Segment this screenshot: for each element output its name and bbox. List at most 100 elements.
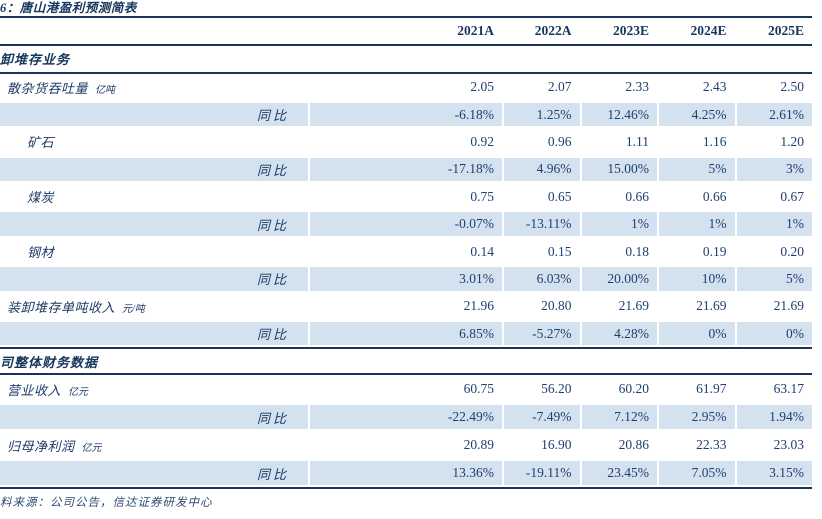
table-header-row: 2021A 2022A 2023E 2024E 2025E	[0, 18, 812, 46]
row-label-text: 煤炭	[27, 190, 55, 206]
value-cell: 20.00%	[579, 265, 657, 293]
column-header-2022A: 2022A	[534, 23, 572, 38]
forecast-table: 2021A 2022A 2023E 2024E 2025E 卸堆存业务 散杂货吞吐…	[0, 18, 812, 490]
value-cell: 0.66	[657, 183, 735, 211]
value-cell: 2.33	[579, 73, 657, 101]
value-cell: 21.69	[657, 292, 735, 321]
value-cell: -17.18%	[308, 155, 502, 184]
row-label: 同比	[0, 100, 308, 129]
value-cell: 13.36%	[308, 459, 502, 488]
yoy-row: 同比 -0.07% -13.11% 1% 1% 1%	[0, 210, 812, 238]
yoy-row: 同比 -17.18% 4.96% 15.00% 5% 3%	[0, 155, 812, 184]
column-header-2021A: 2021A	[457, 23, 494, 38]
value-cell: 15.00%	[579, 155, 657, 184]
column-header-2023E: 2023E	[612, 23, 649, 38]
section-header: 卸堆存业务	[0, 46, 812, 74]
value-cell: 7.05%	[657, 459, 735, 488]
value-cell: 0.67	[734, 183, 812, 211]
row-label-text: 归母净利润	[7, 438, 75, 454]
value-cell: 1.11	[579, 128, 657, 156]
value-cell: 3.01%	[308, 265, 502, 293]
value-cell: 23.03	[734, 431, 812, 460]
row-label-text: 同比	[256, 217, 289, 233]
value-cell: 1.94%	[734, 403, 812, 432]
value-cell: 0.19	[657, 237, 735, 266]
yoy-row: 同比 13.36% -19.11% 23.45% 7.05% 3.15%	[0, 459, 812, 488]
row-label-text: 同比	[256, 466, 289, 482]
value-cell: 21.69	[579, 292, 657, 321]
value-cell: 63.17	[734, 375, 812, 404]
value-cell: 5%	[734, 265, 812, 293]
metric-row: 营业收入 亿元 60.75 56.20 60.20 61.97 63.17	[0, 375, 812, 404]
value-cell: 0.65	[502, 183, 580, 211]
yoy-row: 同比 -22.49% -7.49% 7.12% 2.95% 1.94%	[0, 403, 812, 432]
value-cell: 4.28%	[579, 320, 657, 348]
value-cell: 1.25%	[502, 100, 580, 129]
value-cell: 4.96%	[502, 155, 580, 184]
metric-row: 散杂货吞吐量 亿吨 2.05 2.07 2.33 2.43 2.50	[0, 73, 812, 101]
value-cell: 60.75	[308, 375, 502, 404]
row-label-text: 同比	[256, 410, 289, 426]
row-label: 同比	[0, 320, 308, 348]
table-bottom-rule	[0, 487, 812, 490]
value-cell: 2.07	[502, 73, 580, 101]
yoy-row: 同比 -6.18% 1.25% 12.46% 4.25% 2.61%	[0, 100, 812, 129]
row-label: 钢材	[0, 237, 308, 266]
value-cell: 20.80	[502, 292, 580, 321]
row-label: 归母净利润 亿元	[0, 431, 308, 460]
row-label: 散杂货吞吐量 亿吨	[0, 73, 308, 101]
row-label-text: 装卸堆存单吨收入	[7, 299, 116, 315]
value-cell: -7.49%	[502, 403, 580, 432]
metric-row: 钢材 0.14 0.15 0.18 0.19 0.20	[0, 237, 812, 266]
value-cell: 0.92	[308, 128, 502, 156]
row-label-text: 同比	[256, 327, 289, 343]
row-label-text: 同比	[256, 162, 289, 178]
value-cell: 1.20	[734, 128, 812, 156]
value-cell: 4.25%	[657, 100, 735, 129]
section-header: 司整体财务数据	[0, 347, 812, 376]
column-header-2025E: 2025E	[767, 23, 804, 38]
table-section: 卸堆存业务 散杂货吞吐量 亿吨 2.05 2.07 2.33 2.43 2.50 同比 -6.18…	[0, 46, 812, 348]
metric-row: 归母净利润 亿元 20.89 16.90 20.86 22.33 23.03	[0, 431, 812, 460]
value-cell: 0.15	[502, 237, 580, 266]
value-cell: 20.89	[308, 431, 502, 460]
value-cell: 56.20	[502, 375, 580, 404]
row-label: 营业收入 亿元	[0, 375, 308, 404]
value-cell: -22.49%	[308, 403, 502, 432]
table-section: 司整体财务数据 营业收入 亿元 60.75 56.20 60.20 61.97 63.17 同比…	[0, 347, 812, 488]
table-body: 卸堆存业务 散杂货吞吐量 亿吨 2.05 2.07 2.33 2.43 2.50 同比 -6.18…	[0, 46, 812, 488]
row-label: 煤炭	[0, 183, 308, 211]
row-unit: 亿吨	[95, 84, 116, 96]
row-unit: 亿元	[81, 442, 102, 454]
value-cell: 20.86	[579, 431, 657, 460]
row-label: 同比	[0, 459, 308, 488]
row-label-text: 同比	[256, 272, 289, 288]
value-cell: -6.18%	[308, 100, 502, 129]
value-cell: 0.20	[734, 237, 812, 266]
value-cell: 0.14	[308, 237, 502, 266]
value-cell: 23.45%	[579, 459, 657, 488]
value-cell: 2.43	[657, 73, 735, 101]
row-label-text: 钢材	[27, 245, 55, 261]
value-cell: 2.05	[308, 73, 502, 101]
value-cell: 5%	[657, 155, 735, 184]
row-label: 同比	[0, 210, 308, 238]
value-cell: 2.61%	[734, 100, 812, 129]
row-label-text: 同比	[256, 108, 289, 124]
row-label: 同比	[0, 155, 308, 184]
column-header-2024E: 2024E	[690, 23, 727, 38]
row-unit: 亿元	[68, 386, 89, 398]
row-label: 装卸堆存单吨收入 元/吨	[0, 292, 308, 321]
value-cell: 61.97	[657, 375, 735, 404]
value-cell: 6.85%	[308, 320, 502, 348]
value-cell: 2.95%	[657, 403, 735, 432]
value-cell: 0%	[734, 320, 812, 348]
value-cell: -0.07%	[308, 210, 502, 238]
header-label-spacer	[0, 18, 308, 44]
row-unit: 元/吨	[122, 303, 145, 315]
value-cell: 22.33	[657, 431, 735, 460]
value-cell: 0.75	[308, 183, 502, 211]
row-label: 同比	[0, 265, 308, 293]
value-cell: 1%	[657, 210, 735, 238]
value-cell: 1.16	[657, 128, 735, 156]
